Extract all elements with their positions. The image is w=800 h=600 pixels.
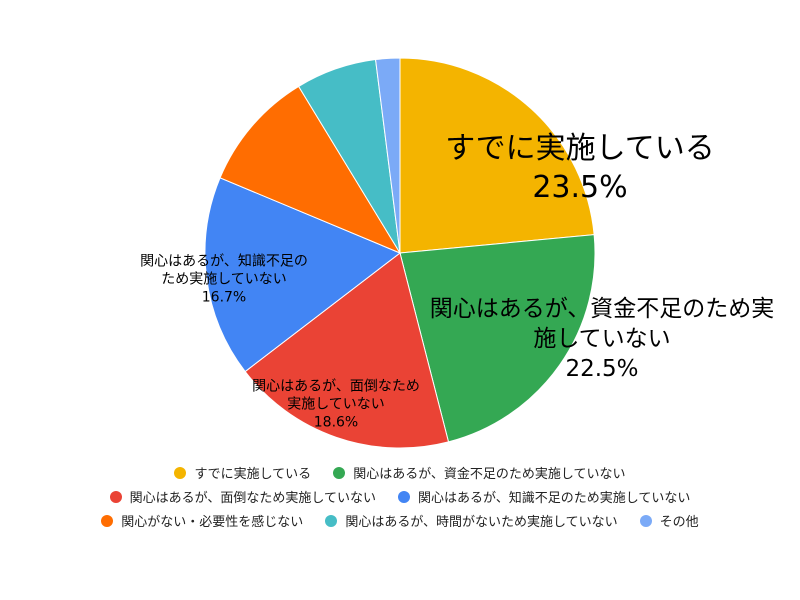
legend-item: 関心はあるが、時間がないため実施していない (325, 511, 618, 530)
legend-item: 関心はあるが、知識不足のため実施していない (398, 487, 690, 506)
slice-name: 関心はあるが、面倒なため実施していない (252, 378, 420, 413)
legend-label: すでに実施している (194, 467, 312, 482)
pie-slice (399, 234, 596, 443)
slice-label: すでに実施している 23.5% (430, 129, 730, 207)
slice-percent: 18.6% (313, 415, 359, 432)
legend-label: 関心はあるが、知識不足のため実施していない (418, 491, 691, 506)
legend-row: 関心がない・必要性を感じない 関心はあるが、時間がないため実施していない その他 (0, 511, 800, 530)
legend-label: 関心はあるが、資金不足のため実施していない (353, 467, 626, 482)
legend-marker (639, 514, 652, 527)
slice-name: 関心はあるが、資金不足のため実施していない (429, 296, 775, 353)
slice-label: 関心はあるが、面倒なため実施していない 18.6% (250, 378, 422, 433)
legend-row: 関心はあるが、面倒なため実施していない 関心はあるが、知識不足のため実施していない (0, 487, 800, 506)
pie-slice (399, 57, 595, 254)
slice-name: すでに実施している (445, 131, 715, 166)
legend-row: すでに実施している 関心はあるが、資金不足のため実施していない (0, 463, 800, 482)
slice-label: 関心はあるが、知識不足のため実施していない 16.7% (138, 253, 310, 308)
pie-slice (244, 252, 450, 449)
legend-marker (333, 466, 346, 479)
legend-marker (174, 466, 187, 479)
legend-label: 関心はあるが、時間がないため実施していない (345, 515, 618, 530)
legend-label: その他 (659, 515, 699, 530)
pie-slice (204, 177, 401, 373)
slice-percent: 16.7% (201, 290, 247, 307)
slice-label: 関心はあるが、資金不足のため実施していない 22.5% (430, 295, 775, 385)
slice-percent: 22.5% (565, 355, 639, 382)
legend-marker (325, 514, 338, 527)
legend-item: すでに実施している (174, 463, 311, 482)
legend-item: 関心がない・必要性を感じない (101, 511, 303, 530)
pie-slice (375, 57, 401, 254)
legend-item: 関心はあるが、面倒なため実施していない (109, 487, 376, 506)
legend-label: 関心がない・必要性を感じない (121, 515, 304, 530)
slice-name: 関心はあるが、知識不足のため実施していない (140, 253, 308, 288)
legend-item: 関心はあるが、資金不足のため実施していない (333, 463, 626, 482)
legend-marker (101, 514, 114, 527)
legend-item: その他 (639, 511, 699, 530)
legend-marker (109, 490, 122, 503)
legend-marker (398, 490, 410, 503)
legend-label: 関心はあるが、面倒なため実施していない (129, 491, 376, 506)
slice-percent: 23.5% (532, 170, 628, 205)
pie-slice (219, 85, 402, 255)
